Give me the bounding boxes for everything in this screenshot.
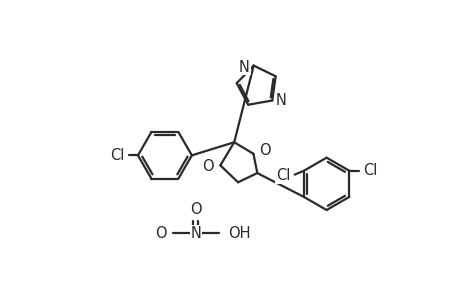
Text: Cl: Cl [362,163,377,178]
Text: N: N [239,60,249,75]
Text: O: O [202,159,214,174]
Text: O: O [259,143,271,158]
Text: O: O [155,226,166,241]
Text: Cl: Cl [110,148,124,163]
Text: OH: OH [228,226,250,241]
Text: N: N [275,93,286,108]
Text: O: O [190,202,201,217]
Text: N: N [190,226,201,241]
Text: Cl: Cl [275,168,290,183]
